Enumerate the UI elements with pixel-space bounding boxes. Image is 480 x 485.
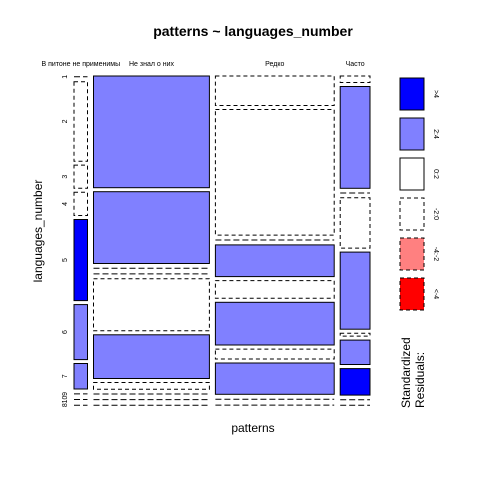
legend-swatch — [399, 237, 425, 271]
mosaic-tile — [339, 197, 371, 249]
column-label: Редко — [265, 61, 284, 68]
column-label: Часто — [346, 61, 365, 68]
row-label: 1 — [62, 75, 69, 79]
legend-label: 0:2 — [432, 169, 439, 179]
legend-swatch — [399, 117, 425, 151]
legend-title: Standardized — [399, 337, 413, 408]
mosaic-tile — [93, 382, 210, 390]
mosaic-tiles — [73, 75, 371, 406]
legend-label: -2:0 — [432, 208, 439, 220]
mosaic-tile — [339, 339, 371, 366]
row-label: 6 — [62, 330, 69, 334]
mosaic-tile — [339, 251, 371, 330]
mosaic-tile — [93, 191, 210, 264]
column-label: Не знал о них — [129, 61, 175, 68]
row-label: 7 — [62, 374, 69, 378]
legend-swatch — [399, 197, 425, 231]
mosaic-tile — [214, 244, 335, 278]
mosaic-tile — [339, 368, 371, 396]
legend-swatch — [399, 77, 425, 111]
mosaic-tile — [214, 301, 335, 346]
row-label: 2 — [62, 119, 69, 123]
legend-swatch — [399, 277, 425, 311]
mosaic-tile — [214, 362, 335, 395]
mosaic-tile — [73, 81, 88, 162]
chart-title: patterns ~ languages_number — [153, 23, 353, 39]
row-label: 9 — [62, 392, 69, 396]
row-label: 10 — [62, 396, 69, 404]
row-label: 4 — [62, 202, 69, 206]
mosaic-tile — [73, 219, 88, 302]
legend-label: <-4 — [432, 289, 439, 299]
mosaic-tile — [214, 348, 335, 360]
mosaic-tile — [73, 363, 88, 390]
row-label: 5 — [62, 258, 69, 262]
mosaic-tile — [339, 86, 371, 189]
residual-legend: >4 2:4 0:2 -2:0 -4:-2 <-4 Standardized Residual… — [399, 77, 439, 408]
mosaic-tile — [339, 332, 371, 337]
legend-label: 2:4 — [432, 129, 439, 139]
mosaic-tile — [73, 304, 88, 361]
column-label: В питоне не применимы — [41, 61, 120, 68]
mosaic-tile — [93, 75, 210, 189]
mosaic-tile — [73, 164, 88, 189]
legend-title: Residuals: — [413, 352, 427, 408]
row-label: 8 — [62, 403, 69, 407]
row-label: 3 — [62, 175, 69, 179]
mosaic-tile — [214, 280, 335, 299]
mosaic-tile — [93, 278, 210, 332]
mosaic-tile — [214, 75, 335, 106]
mosaic-tile — [339, 75, 371, 83]
mosaic-tile — [93, 334, 210, 379]
mosaic-tile — [73, 191, 88, 217]
y-axis-title: languages_number — [31, 180, 45, 283]
legend-label: -4:-2 — [432, 247, 439, 262]
column-labels: В питоне не применимы Не знал о них Редко Ч… — [41, 61, 364, 68]
mosaic-tile — [214, 109, 335, 236]
legend-swatch — [399, 157, 425, 191]
legend-label: >4 — [432, 90, 439, 98]
x-axis-title: patterns — [231, 421, 274, 435]
